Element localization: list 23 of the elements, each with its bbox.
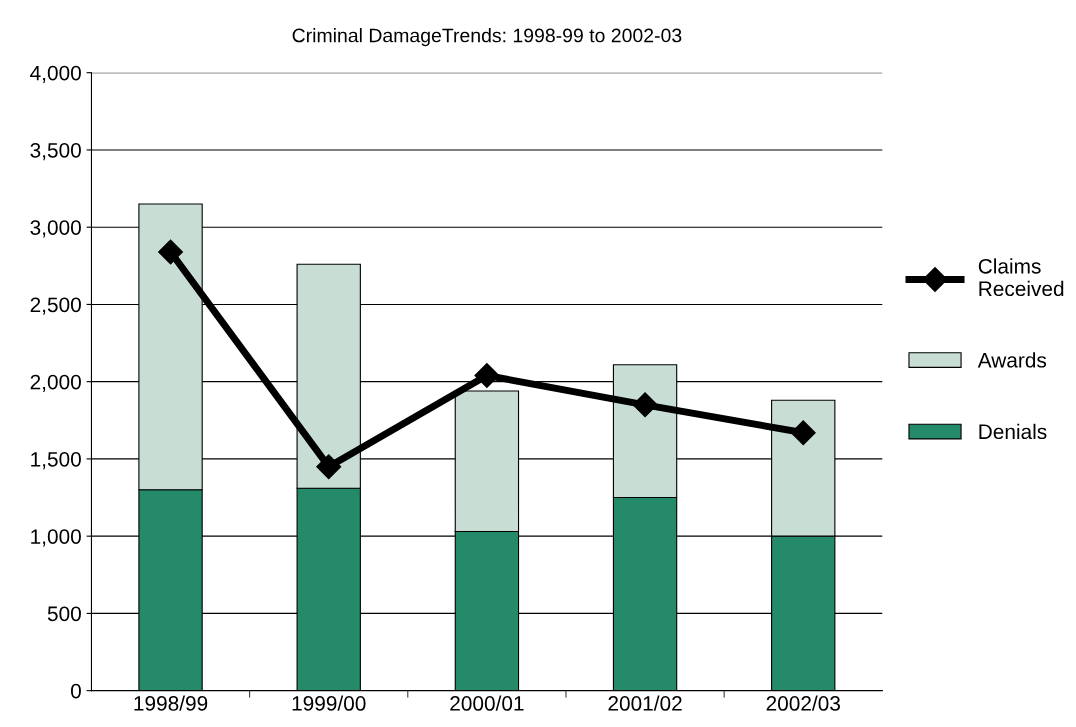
- point: [632, 392, 658, 418]
- y-tick-label: 1,500: [31, 451, 81, 470]
- y-tick-label: 4,000: [30, 65, 81, 83]
- legend-label: Awards: [977, 352, 1047, 368]
- y-tick-label: 1,000: [31, 529, 81, 547]
- point: [158, 239, 184, 265]
- x-tick-label: 1999/00: [292, 695, 366, 711]
- y-tick-label: 3,000: [30, 220, 81, 238]
- y-tick-label: 3,500: [30, 142, 81, 161]
- y-tick-label: 2,000: [30, 374, 81, 392]
- y-tick-label: 500: [47, 606, 81, 622]
- y-tick-label: 0: [70, 683, 81, 699]
- legend-label: Denials: [979, 423, 1047, 440]
- legend-label: Claims Received: [978, 258, 1064, 297]
- y-tick-label: 2,500: [30, 297, 81, 315]
- point: [474, 363, 500, 388]
- point: [316, 454, 342, 480]
- x-tick-label: 2000/01: [450, 695, 524, 711]
- x-tick-label: 2001/02: [608, 695, 682, 711]
- chart-title: Criminal DamageTrends: 1998-99 to 2002-03: [292, 28, 682, 47]
- point: [790, 420, 816, 446]
- x-tick-label: 1998/99: [134, 695, 208, 711]
- x-tick-label: 2002/03: [766, 695, 840, 711]
